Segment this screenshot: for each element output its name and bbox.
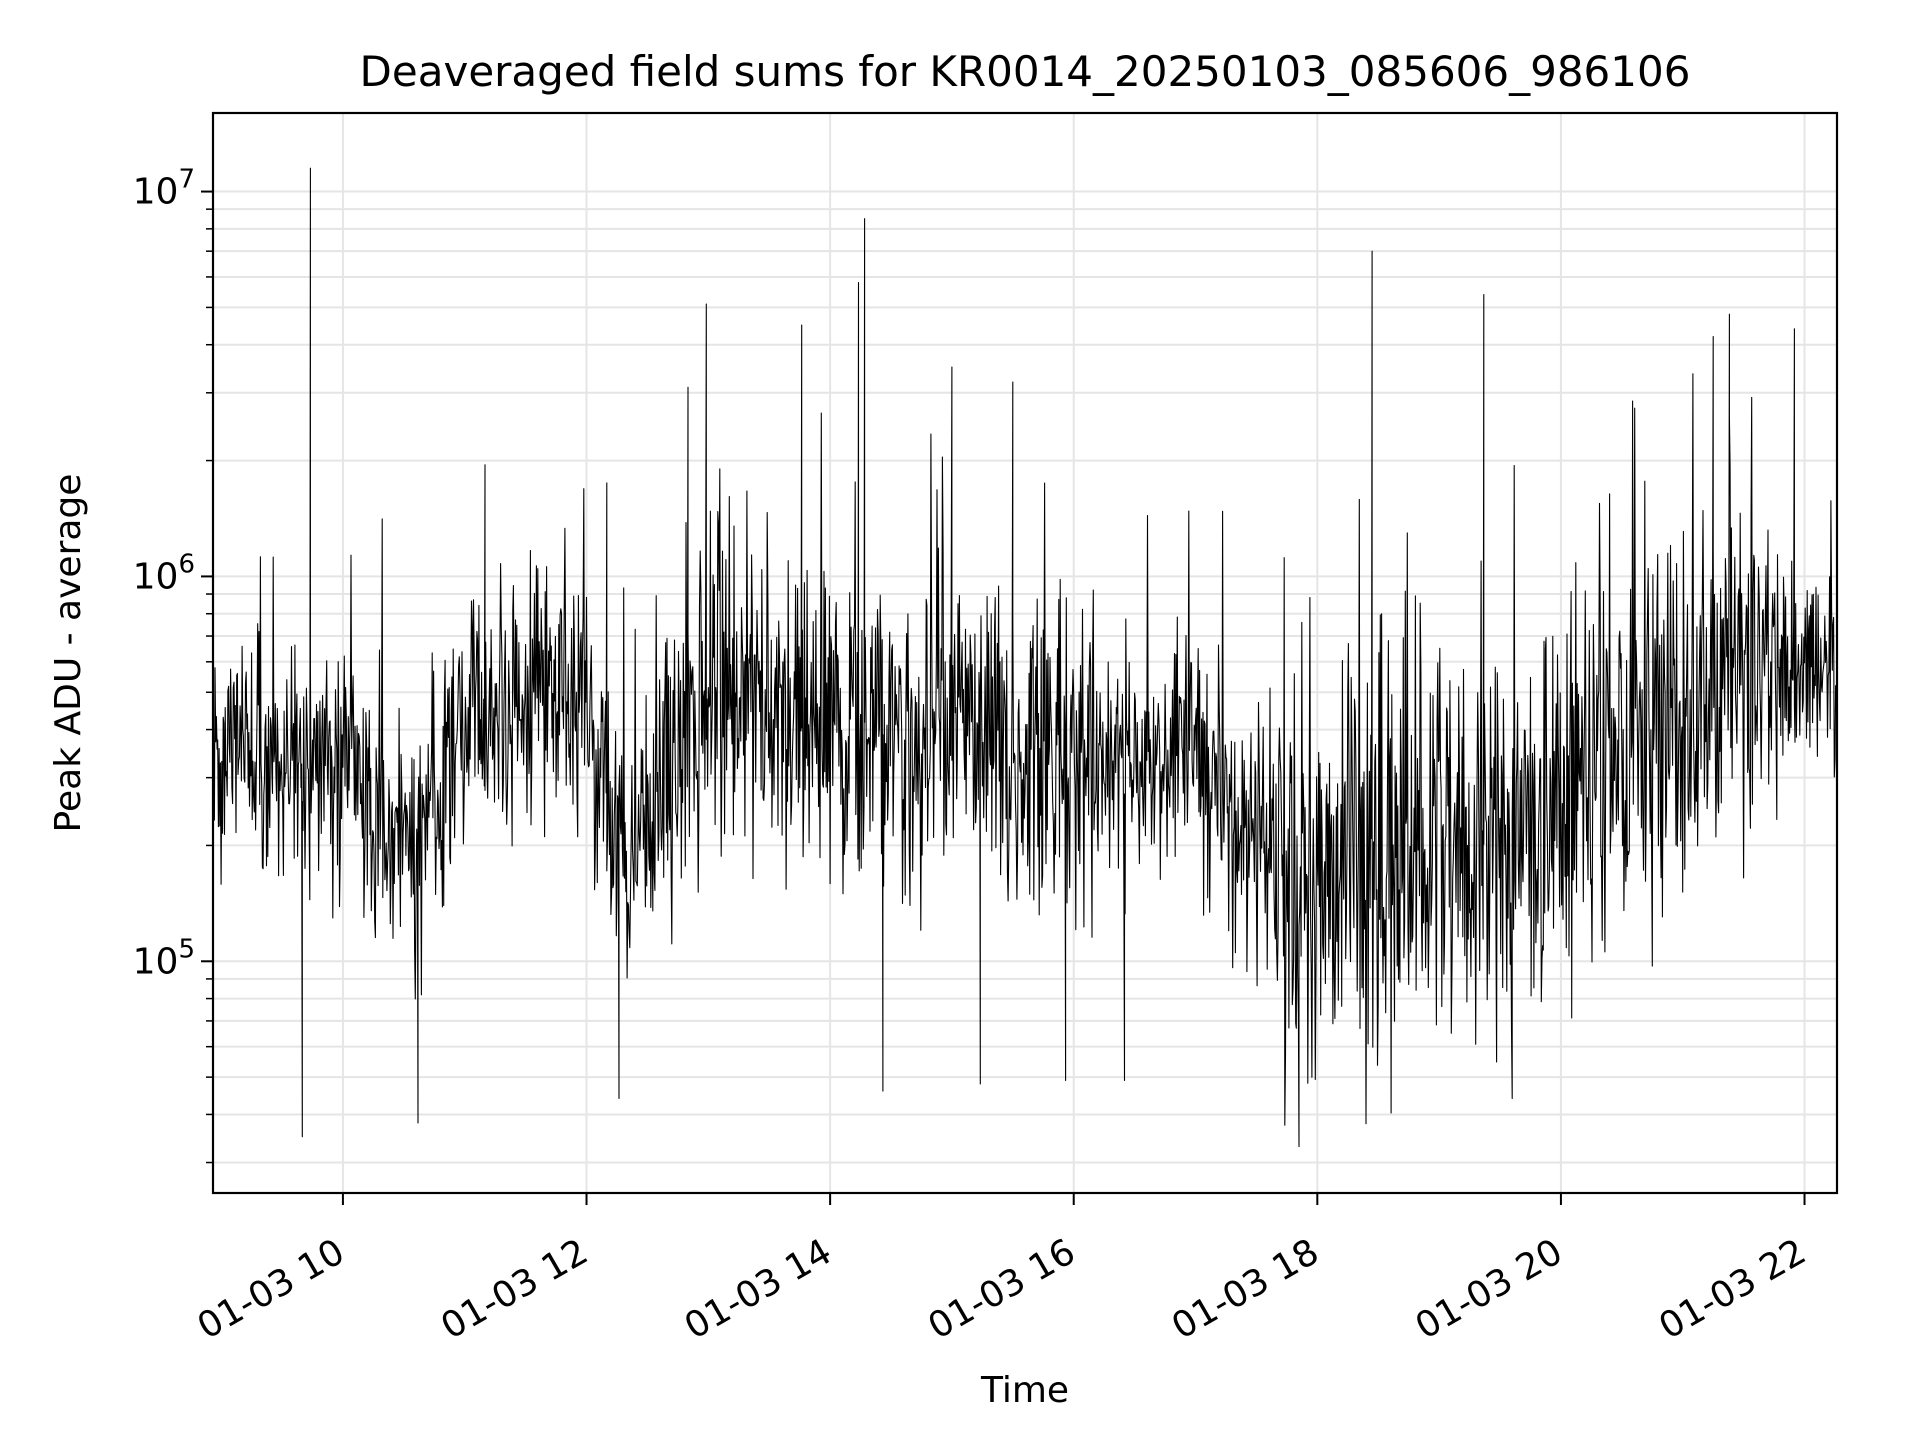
y-axis: 105 106 107 — [133, 165, 213, 1164]
y-tick-label: 105 — [133, 934, 195, 982]
series-line — [212, 167, 1838, 1148]
y-tick-label: 106 — [133, 549, 195, 597]
series-layer — [212, 167, 1838, 1148]
y-tick-label: 107 — [133, 165, 195, 213]
chart-title: Deaveraged field sums for KR0014_2025010… — [360, 47, 1691, 96]
x-axis-label: Time — [980, 1370, 1069, 1411]
plot-frame — [211, 111, 1839, 1195]
y-axis-label: Peak ADU - average — [48, 474, 89, 833]
